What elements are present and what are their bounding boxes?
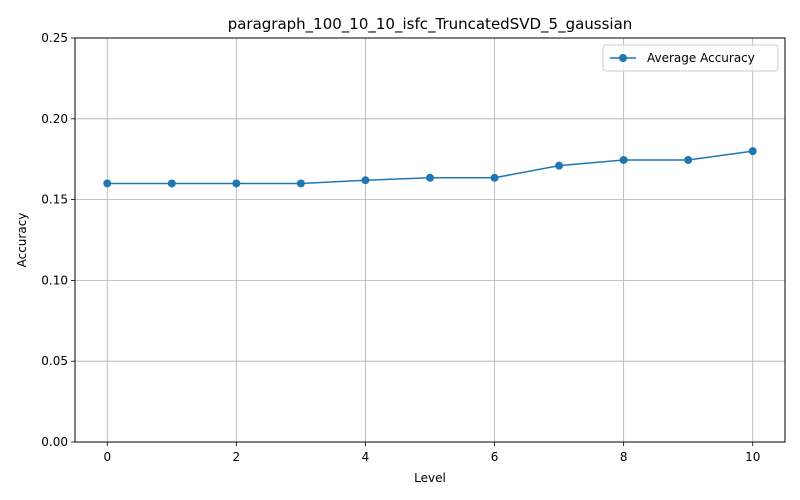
data-point bbox=[490, 173, 499, 182]
data-point bbox=[555, 161, 564, 170]
data-point bbox=[426, 173, 434, 182]
data-point bbox=[684, 156, 693, 165]
y-tick-label: 0.00 bbox=[41, 435, 68, 449]
x-tick-label: 2 bbox=[233, 450, 241, 464]
y-axis-label: Accuracy bbox=[15, 213, 29, 268]
data-point bbox=[619, 156, 628, 165]
y-tick-label: 0.10 bbox=[41, 273, 68, 287]
legend: Average Accuracy bbox=[602, 44, 779, 72]
y-tick-label: 0.20 bbox=[41, 112, 68, 126]
x-tick-label: 4 bbox=[362, 450, 370, 464]
plot-frame bbox=[74, 37, 786, 443]
legend-box bbox=[602, 44, 779, 72]
x-tick-label: 10 bbox=[745, 450, 760, 464]
series-layer bbox=[103, 147, 757, 188]
data-point bbox=[103, 179, 112, 188]
x-axis-ticks: 0 2 4 6 8 10 bbox=[103, 442, 760, 464]
data-point bbox=[361, 176, 370, 185]
y-tick-label: 0.05 bbox=[41, 354, 68, 368]
y-tick-label: 0.25 bbox=[41, 31, 68, 45]
data-point bbox=[748, 147, 757, 156]
x-tick-label: 0 bbox=[103, 450, 111, 464]
legend-marker bbox=[619, 54, 627, 62]
x-axis-label: Level bbox=[414, 471, 446, 485]
y-tick-label: 0.15 bbox=[41, 193, 68, 207]
data-point bbox=[167, 179, 176, 188]
chart-title: paragraph_100_10_10_isfc_TruncatedSVD_5_… bbox=[228, 15, 633, 34]
legend-label-average-accuracy: Average Accuracy bbox=[647, 51, 755, 65]
data-point bbox=[232, 179, 241, 188]
x-tick-label: 6 bbox=[491, 450, 499, 464]
x-tick-label: 8 bbox=[620, 450, 628, 464]
y-axis-ticks: 0.00 0.05 0.10 0.15 0.20 0.25 bbox=[41, 31, 75, 449]
data-point bbox=[296, 179, 305, 188]
